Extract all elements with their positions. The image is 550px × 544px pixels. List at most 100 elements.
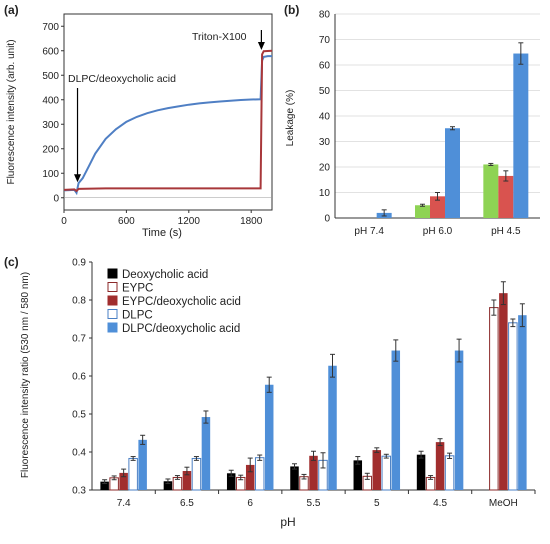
panel-c-ylabel: Fluorescence intensity ratio (530 nm / 5… <box>20 272 31 478</box>
panel-c-bar <box>499 293 508 490</box>
panel-b-ylabel: Leakage (%) <box>285 90 296 147</box>
panel-c-bar <box>201 417 211 490</box>
panel-c-category-label: 6.5 <box>180 498 194 509</box>
panel-c-legend-label: EYPC/deoxycholic acid <box>122 296 241 308</box>
panel-c-legend-swatch <box>107 309 118 319</box>
panel-b-y-tick-label: 0 <box>324 214 330 225</box>
panel-a-y-tick-label: 0 <box>53 193 59 204</box>
panel-c-bar <box>119 472 128 490</box>
panel-a-y-tick-label: 700 <box>42 22 59 33</box>
panel-c-bar <box>508 322 518 491</box>
panel-b-category-label: pH 4.5 <box>491 226 521 237</box>
panel-c-bar <box>226 473 236 490</box>
panel-a-y-tick-label: 300 <box>42 120 59 131</box>
panel-b-bar <box>513 53 529 219</box>
panel-c-bar <box>182 471 192 490</box>
panel-a-y-tick-label: 100 <box>42 169 59 180</box>
panel-c-bar <box>245 464 255 490</box>
panel-c-bar <box>163 481 173 490</box>
panel-c-y-tick-label: 0.3 <box>72 486 86 497</box>
panel-c-legend-swatch <box>107 268 118 279</box>
panel-b-bar <box>498 175 514 218</box>
panel-b-y-tick-label: 60 <box>319 61 331 72</box>
panel-b-y-tick-label: 20 <box>319 163 331 174</box>
panel-a-ylabel: Fluorescence intensity (arb. unit) <box>6 39 17 184</box>
panel-c-bar <box>264 384 274 490</box>
panel-c-bar <box>381 455 392 491</box>
panel-label-a: (a) <box>4 3 19 17</box>
panel-b-y-tick-label: 50 <box>319 86 331 97</box>
panel-a-arrowhead-triton <box>257 42 265 50</box>
panel-a-marks: 0 100 200 300 400 500 600 700 0 600 1200 1800 <box>42 13 273 227</box>
panel-a-y-tick-label: 600 <box>42 46 59 57</box>
panel-c-y-tick-label: 0.9 <box>72 258 86 269</box>
panel-b-y-tick-label: 30 <box>319 137 331 148</box>
panel-a-x-tick-label: 600 <box>118 216 135 227</box>
panel-c: 0.3 0.4 0.5 0.6 0.7 0.8 0.9 7.4 6.5 6 5.5 5 4.5 MeOH D… <box>20 258 536 529</box>
panel-b-bar <box>445 128 460 218</box>
panel-c-bar <box>372 450 382 490</box>
panel-c-bar <box>391 350 401 490</box>
panel-a: 0 100 200 300 400 500 600 700 0 600 1200 1800 Time … <box>6 13 273 239</box>
panel-a-y-tick-label: 400 <box>42 95 59 106</box>
panel-b-bar <box>430 196 445 218</box>
panel-c-bar <box>518 315 527 490</box>
panel-c-legend-label: DLPC <box>122 310 153 322</box>
panel-a-annotation-triton: Triton-X100 <box>192 31 247 43</box>
panel-a-frame <box>63 13 273 211</box>
panel-c-bar <box>489 307 499 491</box>
panel-c-category-label: 4.5 <box>433 498 447 509</box>
panel-a-y-tick-label: 500 <box>42 71 59 82</box>
panel-c-bar <box>138 439 147 490</box>
panel-b: 0 10 20 30 40 50 60 70 80 pH 7.4 pH 6.0 pH 4.5 Leak… <box>285 10 540 237</box>
panel-c-bar <box>435 442 445 490</box>
panel-c-marks: 0.3 0.4 0.5 0.6 0.7 0.8 0.9 7.4 6.5 6 5.5 5 4.5 MeOH D… <box>72 258 536 509</box>
panel-a-x-tick-label: 0 <box>61 216 67 227</box>
panel-c-y-tick-label: 0.4 <box>72 448 86 459</box>
panel-c-y-tick-label: 0.8 <box>72 296 86 307</box>
panel-b-y-tick-label: 40 <box>319 112 331 123</box>
panel-c-y-tick-label: 0.7 <box>72 334 86 345</box>
panel-b-y-tick-label: 70 <box>319 35 331 46</box>
panel-c-legend-swatch <box>107 295 118 306</box>
panel-c-legend-swatch <box>107 282 118 292</box>
panel-a-series-blue <box>63 55 272 196</box>
panel-label-b: (b) <box>284 3 299 17</box>
panel-c-y-tick-label: 0.6 <box>72 372 86 383</box>
panel-a-annotation-dlpc: DLPC/deoxycholic acid <box>68 73 176 85</box>
panel-c-legend-label: EYPC <box>122 283 153 295</box>
panel-c-legend-label: Deoxycholic acid <box>122 269 208 281</box>
panel-b-marks: 0 10 20 30 40 50 60 70 80 pH 7.4 pH 6.0 pH 4.5 <box>319 10 540 237</box>
panel-c-category-label: MeOH <box>489 498 518 509</box>
panel-c-bar <box>309 455 318 490</box>
panel-label-c: (c) <box>4 255 19 269</box>
panel-c-bar <box>444 455 455 491</box>
panel-b-y-tick-label: 10 <box>319 188 331 199</box>
panel-b-bar <box>483 164 499 218</box>
panel-b-y-tick-label: 80 <box>319 10 331 21</box>
panel-b-category-label: pH 6.0 <box>423 226 453 237</box>
panel-c-xlabel: pH <box>280 515 295 529</box>
panel-c-legend-swatch <box>107 322 118 333</box>
panel-b-bar <box>415 205 430 218</box>
panel-a-series-red <box>63 49 273 193</box>
panel-c-category-label: 5.5 <box>307 498 321 509</box>
panel-c-bar <box>416 454 426 490</box>
panel-b-category-label: pH 7.4 <box>354 226 384 237</box>
panel-c-category-label: 7.4 <box>117 498 131 509</box>
panel-a-y-tick-label: 200 <box>42 144 59 155</box>
panel-c-bar <box>128 457 138 491</box>
panel-c-y-tick-label: 0.5 <box>72 410 86 421</box>
panel-a-x-tick-label: 1200 <box>178 216 201 227</box>
panel-c-bar <box>353 460 363 490</box>
panel-c-bar <box>328 365 337 490</box>
panel-c-legend-label: DLPC/deoxycholic acid <box>122 323 240 335</box>
panel-c-bar <box>290 466 299 490</box>
panel-c-category-label: 6 <box>247 498 253 509</box>
panel-c-bar <box>100 481 109 490</box>
panel-c-category-label: 5 <box>374 498 380 509</box>
panel-c-bar <box>191 457 202 491</box>
panel-c-bar <box>454 350 464 490</box>
panel-a-xlabel: Time (s) <box>142 227 182 239</box>
